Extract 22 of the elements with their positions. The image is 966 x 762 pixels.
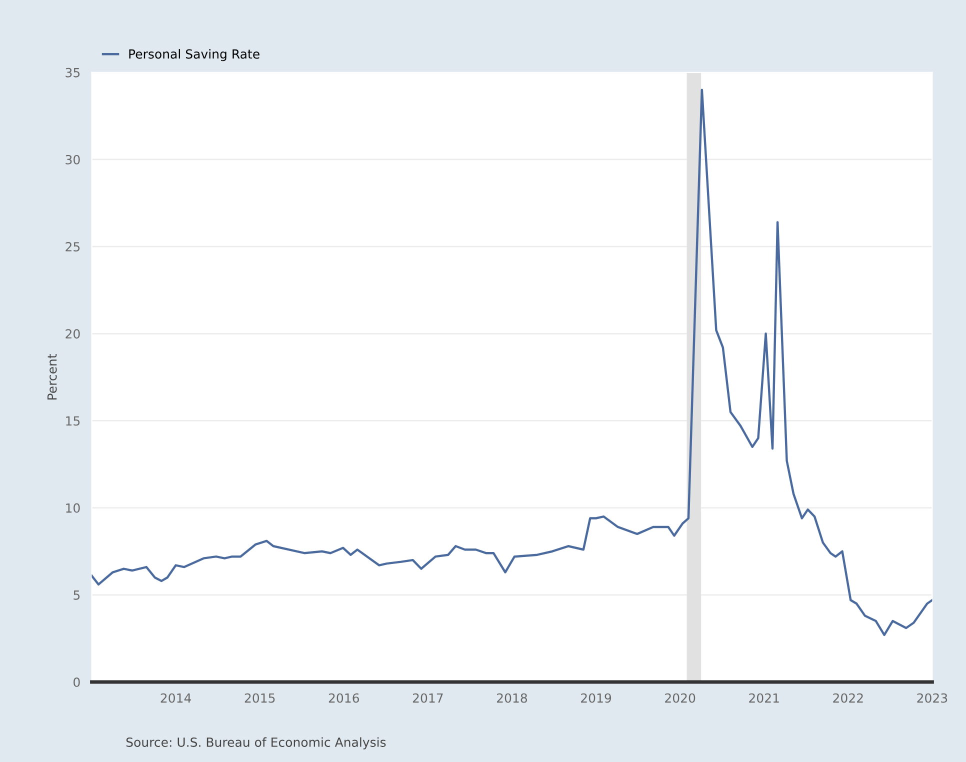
y-tick-label: 0	[74, 677, 80, 687]
x-tick-label: 2017	[412, 693, 443, 703]
y-axis-title: Percent	[47, 354, 57, 400]
line-series	[92, 88, 932, 636]
y-tick-label: 10	[66, 503, 80, 513]
x-tick-label: 2014	[160, 693, 192, 703]
x-tick-label: 2018	[496, 693, 528, 703]
source-note: Source: U.S. Bureau of Economic Analysis	[126, 737, 386, 750]
y-tick-label: 20	[66, 329, 80, 339]
y-tick-label: 15	[66, 416, 80, 426]
x-tick-label: 2019	[581, 693, 612, 703]
y-tick-label: 25	[66, 242, 80, 252]
y-tick-label: 30	[66, 154, 80, 164]
y-tick-label: 35	[66, 68, 80, 78]
legend-label: Personal Saving Rate	[129, 49, 260, 62]
x-tick-label: 2020	[665, 693, 696, 703]
y-tick-label: 5	[74, 590, 80, 600]
x-tick-label: 2023	[917, 693, 948, 703]
x-tick-label: 2016	[328, 693, 360, 703]
x-tick-label: 2021	[749, 693, 779, 703]
x-tick-label: 2015	[244, 693, 275, 703]
x-tick-label: 2022	[833, 693, 863, 703]
